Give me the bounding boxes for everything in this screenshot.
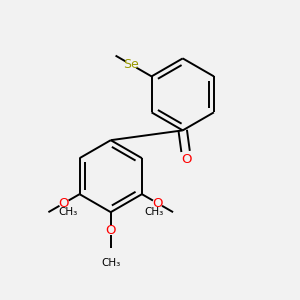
Text: O: O — [59, 197, 69, 210]
Text: CH₃: CH₃ — [144, 207, 163, 217]
Text: CH₃: CH₃ — [101, 258, 120, 268]
Text: O: O — [152, 197, 163, 210]
Text: Se: Se — [123, 58, 139, 71]
Text: O: O — [106, 224, 116, 237]
Text: CH₃: CH₃ — [58, 207, 77, 217]
Text: O: O — [182, 153, 192, 166]
